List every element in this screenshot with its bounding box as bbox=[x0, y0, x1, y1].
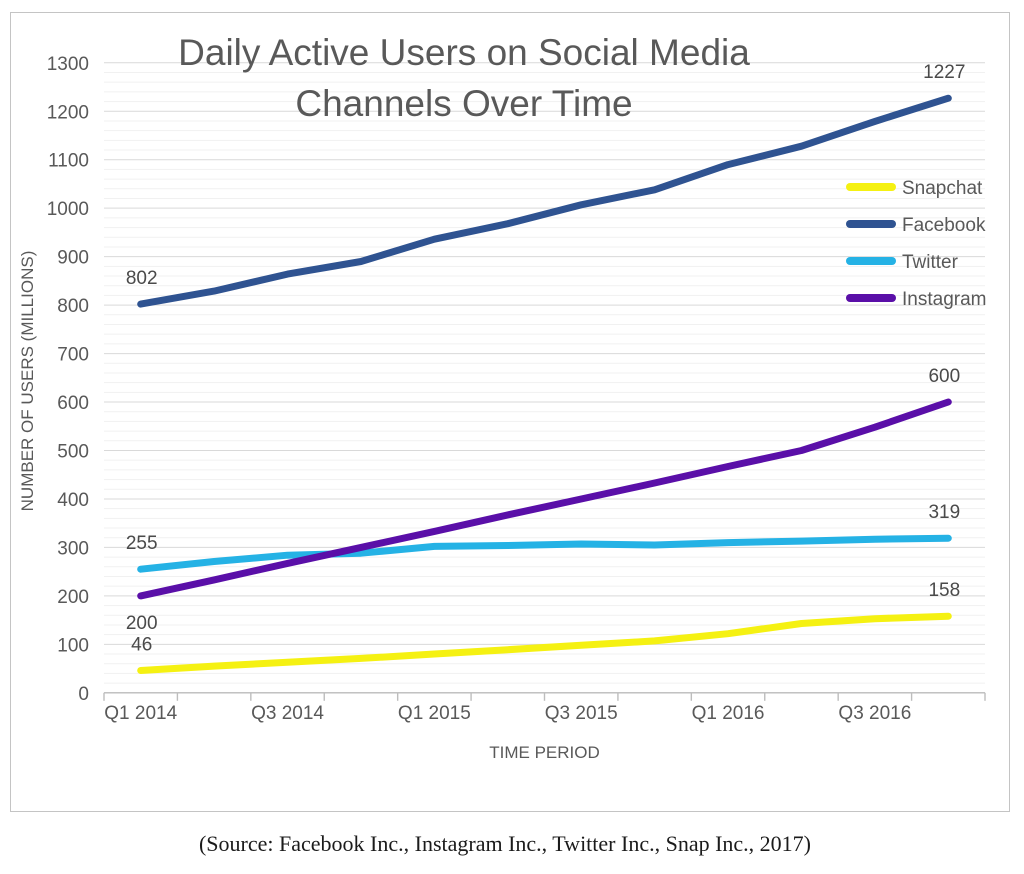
series-line-twitter bbox=[137, 534, 952, 573]
y-tick-label: 900 bbox=[57, 248, 89, 269]
legend-label-snapchat: Snapchat bbox=[902, 178, 983, 199]
x-tick-label: Q3 2016 bbox=[838, 703, 911, 724]
y-tick-label: 1300 bbox=[47, 54, 89, 75]
x-axis-title: TIME PERIOD bbox=[489, 743, 600, 762]
source-note: (Source: Facebook Inc., Instagram Inc., … bbox=[198, 831, 812, 856]
y-tick-label: 1000 bbox=[47, 199, 89, 220]
x-tick-label: Q1 2015 bbox=[398, 703, 471, 724]
x-tick-label: Q3 2014 bbox=[251, 703, 324, 724]
chart-frame: 0 100 200 300 400 500 600 700 800 900 1000 1100 1200… bbox=[10, 12, 1010, 812]
line-chart: 0 100 200 300 400 500 600 700 800 900 1000 1100 1200… bbox=[18, 32, 986, 762]
y-axis-title: NUMBER OF USERS (MILLIONS) bbox=[18, 251, 37, 512]
series-line-instagram bbox=[137, 398, 952, 600]
legend-swatch-snapchat bbox=[846, 183, 896, 191]
y-tick-label: 800 bbox=[57, 296, 89, 317]
legend-label-twitter: Twitter bbox=[902, 252, 959, 273]
data-label-46: 46 bbox=[131, 635, 152, 656]
y-tick-label: 1100 bbox=[48, 151, 89, 172]
y-tick-label: 600 bbox=[57, 393, 89, 414]
legend-swatch-instagram bbox=[846, 294, 896, 302]
y-tick-label: 100 bbox=[57, 635, 89, 656]
y-tick-label: 400 bbox=[57, 490, 89, 511]
y-tick-label: 200 bbox=[57, 587, 89, 608]
y-tick-label: 0 bbox=[78, 684, 89, 705]
legend-swatch-facebook bbox=[846, 220, 896, 228]
data-label-600: 600 bbox=[928, 366, 960, 387]
y-tick-label: 700 bbox=[57, 345, 89, 366]
data-label-158: 158 bbox=[928, 580, 960, 601]
x-tick-label: Q1 2016 bbox=[692, 703, 765, 724]
chart-title-line1: Daily Active Users on Social Media bbox=[178, 32, 750, 73]
data-label-802: 802 bbox=[126, 268, 158, 289]
data-label-255: 255 bbox=[126, 533, 158, 554]
legend-swatch-twitter bbox=[846, 257, 896, 265]
data-label-200: 200 bbox=[126, 613, 158, 634]
data-label-1227: 1227 bbox=[923, 62, 965, 83]
series-line-facebook bbox=[137, 94, 952, 308]
chart-title-line2: Channels Over Time bbox=[295, 83, 632, 124]
y-tick-label: 300 bbox=[57, 538, 89, 559]
legend-label-instagram: Instagram bbox=[902, 289, 986, 310]
y-tick-label: 1200 bbox=[47, 102, 89, 123]
data-label-319: 319 bbox=[928, 502, 960, 523]
x-tick-label: Q3 2015 bbox=[545, 703, 618, 724]
legend-label-facebook: Facebook bbox=[902, 215, 986, 236]
series-line-snapchat bbox=[137, 612, 952, 674]
y-tick-label: 500 bbox=[57, 441, 89, 462]
x-tick-label: Q1 2014 bbox=[104, 703, 177, 724]
